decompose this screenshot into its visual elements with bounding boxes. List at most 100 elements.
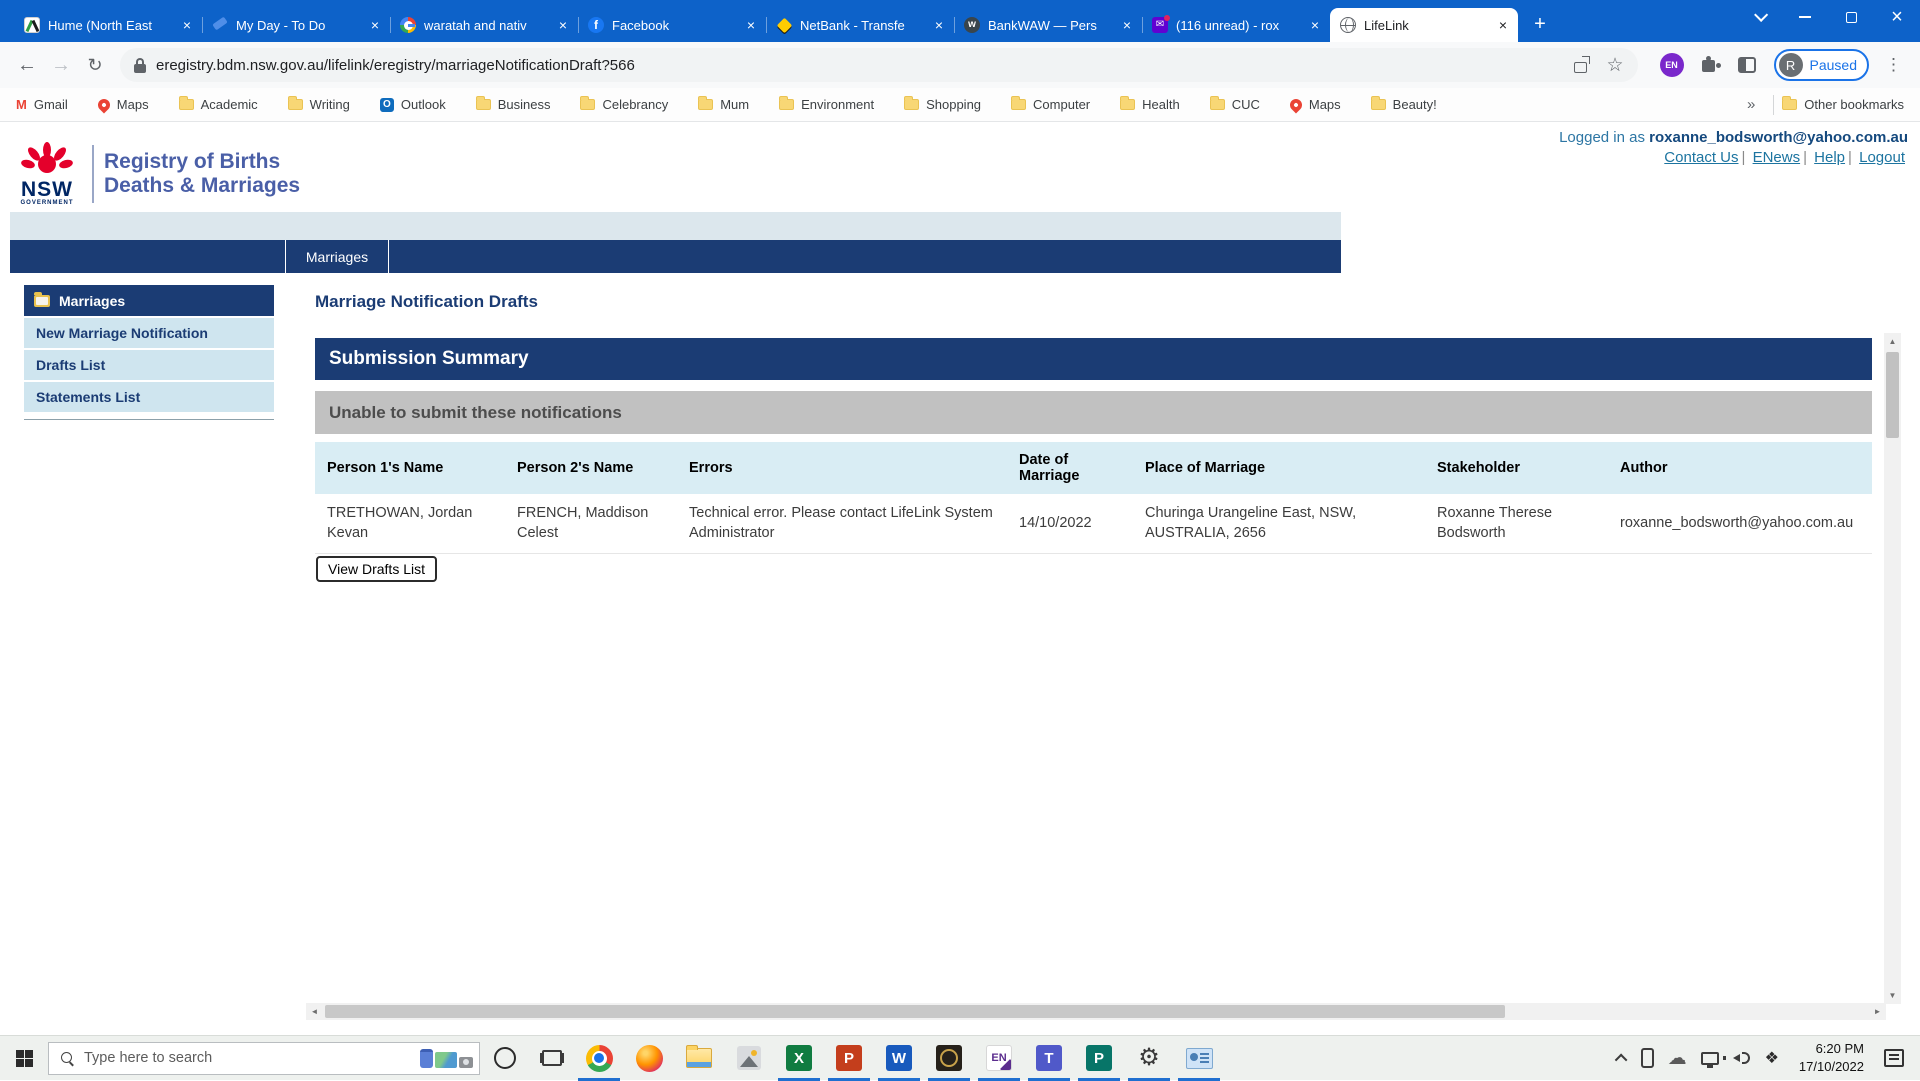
taskbar-word[interactable]: W	[874, 1036, 924, 1081]
clock-date: 17/10/2022	[1798, 1059, 1864, 1074]
bookmark-shopping[interactable]: Shopping	[904, 96, 981, 112]
tab-google-search[interactable]: waratah and nativ	[390, 8, 579, 42]
bookmark-maps[interactable]: Maps	[95, 96, 149, 113]
bookmark-mum[interactable]: Mum	[698, 96, 749, 112]
tab-close-icon[interactable]	[1118, 16, 1136, 34]
tab-close-icon[interactable]	[930, 16, 948, 34]
taskbar-search-box[interactable]: Type here to search	[48, 1041, 480, 1075]
bookmark-maps-2[interactable]: Maps	[1287, 96, 1341, 113]
other-bookmarks-button[interactable]: Other bookmarks	[1782, 96, 1904, 112]
bookmark-celebrancy[interactable]: Celebrancy	[580, 96, 668, 112]
scroll-up-arrow[interactable]	[1884, 333, 1901, 350]
scrollbar-thumb[interactable]	[325, 1005, 1505, 1018]
nav-tab-marriages[interactable]: Marriages	[285, 240, 389, 273]
taskbar-settings[interactable]	[1124, 1036, 1174, 1081]
bookmark-beauty[interactable]: Beauty!	[1370, 96, 1437, 112]
tab-close-icon[interactable]	[742, 16, 760, 34]
bookmark-gmail[interactable]: M Gmail	[16, 97, 68, 112]
scrollbar-thumb[interactable]	[1886, 352, 1899, 438]
tab-netbank[interactable]: NetBank - Transfe	[766, 8, 955, 42]
forward-button[interactable]	[44, 48, 78, 82]
taskbar-chrome[interactable]	[574, 1036, 624, 1081]
horizontal-scrollbar[interactable]	[306, 1003, 1886, 1020]
tab-yahoo-mail[interactable]: (116 unread) - rox	[1142, 8, 1330, 42]
tray-expand-icon[interactable]	[1614, 1053, 1628, 1066]
minimize-button[interactable]	[1782, 0, 1828, 34]
folder-icon	[1370, 96, 1386, 110]
tab-close-icon[interactable]	[366, 16, 384, 34]
taskbar-file-explorer[interactable]	[674, 1036, 724, 1081]
lock-icon[interactable]	[134, 57, 146, 73]
tab-bankwaw[interactable]: w BankWAW — Pers	[954, 8, 1143, 42]
registry-title-line1: Registry of Births	[104, 150, 281, 174]
back-button[interactable]	[10, 48, 44, 82]
bookmark-computer[interactable]: Computer	[1011, 96, 1090, 112]
tab-close-icon[interactable]	[554, 16, 572, 34]
chrome-menu-icon[interactable]	[1877, 55, 1910, 75]
share-icon[interactable]	[1572, 56, 1591, 74]
bookmark-business[interactable]: Business	[475, 96, 550, 112]
taskbar-clock[interactable]: 6:20 PM 17/10/2022	[1799, 1040, 1864, 1075]
network-icon[interactable]	[1700, 1051, 1719, 1068]
tab-facebook[interactable]: f Facebook	[578, 8, 767, 42]
close-button[interactable]	[1874, 0, 1920, 34]
maximize-button[interactable]	[1828, 0, 1874, 34]
view-drafts-list-button[interactable]: View Drafts List	[316, 556, 437, 582]
profile-button[interactable]: R Paused	[1773, 49, 1869, 81]
bookmark-writing[interactable]: Writing	[287, 96, 350, 112]
taskbar-endnote[interactable]: EN	[974, 1036, 1024, 1081]
extensions-puzzle-icon[interactable]	[1698, 53, 1722, 77]
bookmark-environment[interactable]: Environment	[779, 96, 874, 112]
bookmark-outlook[interactable]: O Outlook	[379, 97, 446, 112]
nsw-bdm-logo: NSW GOVERNMENT Registry of Births Deaths…	[12, 142, 300, 206]
tab-close-icon[interactable]	[1494, 16, 1512, 34]
taskbar-contacts[interactable]	[1174, 1036, 1224, 1081]
onedrive-icon[interactable]	[1668, 1047, 1687, 1070]
taskbar-excel[interactable]: X	[774, 1036, 824, 1081]
scroll-left-arrow[interactable]	[306, 1003, 323, 1020]
tab-close-icon[interactable]	[178, 16, 196, 34]
tab-search-icon[interactable]	[1736, 0, 1782, 34]
bookmark-cuc[interactable]: CUC	[1209, 96, 1260, 112]
your-phone-icon[interactable]	[1640, 1048, 1654, 1068]
taskbar-firefox[interactable]	[624, 1036, 674, 1081]
enews-link[interactable]: ENews	[1752, 149, 1801, 166]
start-button[interactable]	[0, 1036, 48, 1081]
taskbar-photos[interactable]	[724, 1036, 774, 1081]
contact-us-link[interactable]: Contact Us	[1664, 149, 1739, 166]
volume-icon[interactable]	[1722, 1050, 1751, 1066]
taskbar-publisher[interactable]: P	[1074, 1036, 1124, 1081]
taskbar-powerpoint[interactable]: P	[824, 1036, 874, 1081]
new-tab-button[interactable]	[1526, 10, 1554, 38]
cortana-button[interactable]	[494, 1047, 516, 1069]
taskbar-teams[interactable]: T	[1024, 1036, 1074, 1081]
dropbox-icon[interactable]	[1765, 1048, 1779, 1068]
task-view-button[interactable]	[542, 1050, 562, 1066]
help-link[interactable]: Help	[1814, 149, 1846, 166]
vertical-scrollbar[interactable]	[1884, 333, 1901, 1004]
search-highlight-images[interactable]	[420, 1048, 473, 1068]
address-bar[interactable]: eregistry.bdm.nsw.gov.au/lifelink/eregis…	[120, 48, 1638, 82]
bookmark-health[interactable]: Health	[1120, 96, 1180, 112]
cell-stakeholder: Roxanne Therese Bodsworth	[1425, 494, 1608, 555]
bookmark-star-icon[interactable]	[1606, 54, 1623, 77]
taskbar-gold-emblem-app[interactable]	[924, 1036, 974, 1081]
side-panel-icon[interactable]	[1737, 57, 1756, 73]
tab-hume[interactable]: Hume (North East	[14, 8, 203, 42]
url-text[interactable]: eregistry.bdm.nsw.gov.au/lifelink/eregis…	[156, 56, 635, 74]
sidebar-item-marriages[interactable]: Marriages	[24, 285, 274, 318]
scroll-down-arrow[interactable]	[1884, 987, 1901, 1004]
tab-todo[interactable]: My Day - To Do	[202, 8, 391, 42]
reload-button[interactable]	[78, 48, 112, 82]
bookmarks-overflow-icon[interactable]	[1737, 96, 1765, 113]
tab-close-icon[interactable]	[1306, 16, 1324, 34]
tab-lifelink-active[interactable]: LifeLink	[1330, 8, 1518, 42]
scroll-right-arrow[interactable]	[1869, 1003, 1886, 1020]
logout-link[interactable]: Logout	[1859, 149, 1905, 166]
action-center-icon[interactable]	[1884, 1049, 1904, 1067]
sidebar-item-new-marriage-notification[interactable]: New Marriage Notification	[24, 318, 274, 350]
bookmark-academic[interactable]: Academic	[178, 96, 258, 112]
sidebar-item-drafts-list[interactable]: Drafts List	[24, 350, 274, 382]
sidebar-item-statements-list[interactable]: Statements List	[24, 382, 274, 414]
endnote-extension-icon[interactable]: EN	[1659, 53, 1684, 77]
